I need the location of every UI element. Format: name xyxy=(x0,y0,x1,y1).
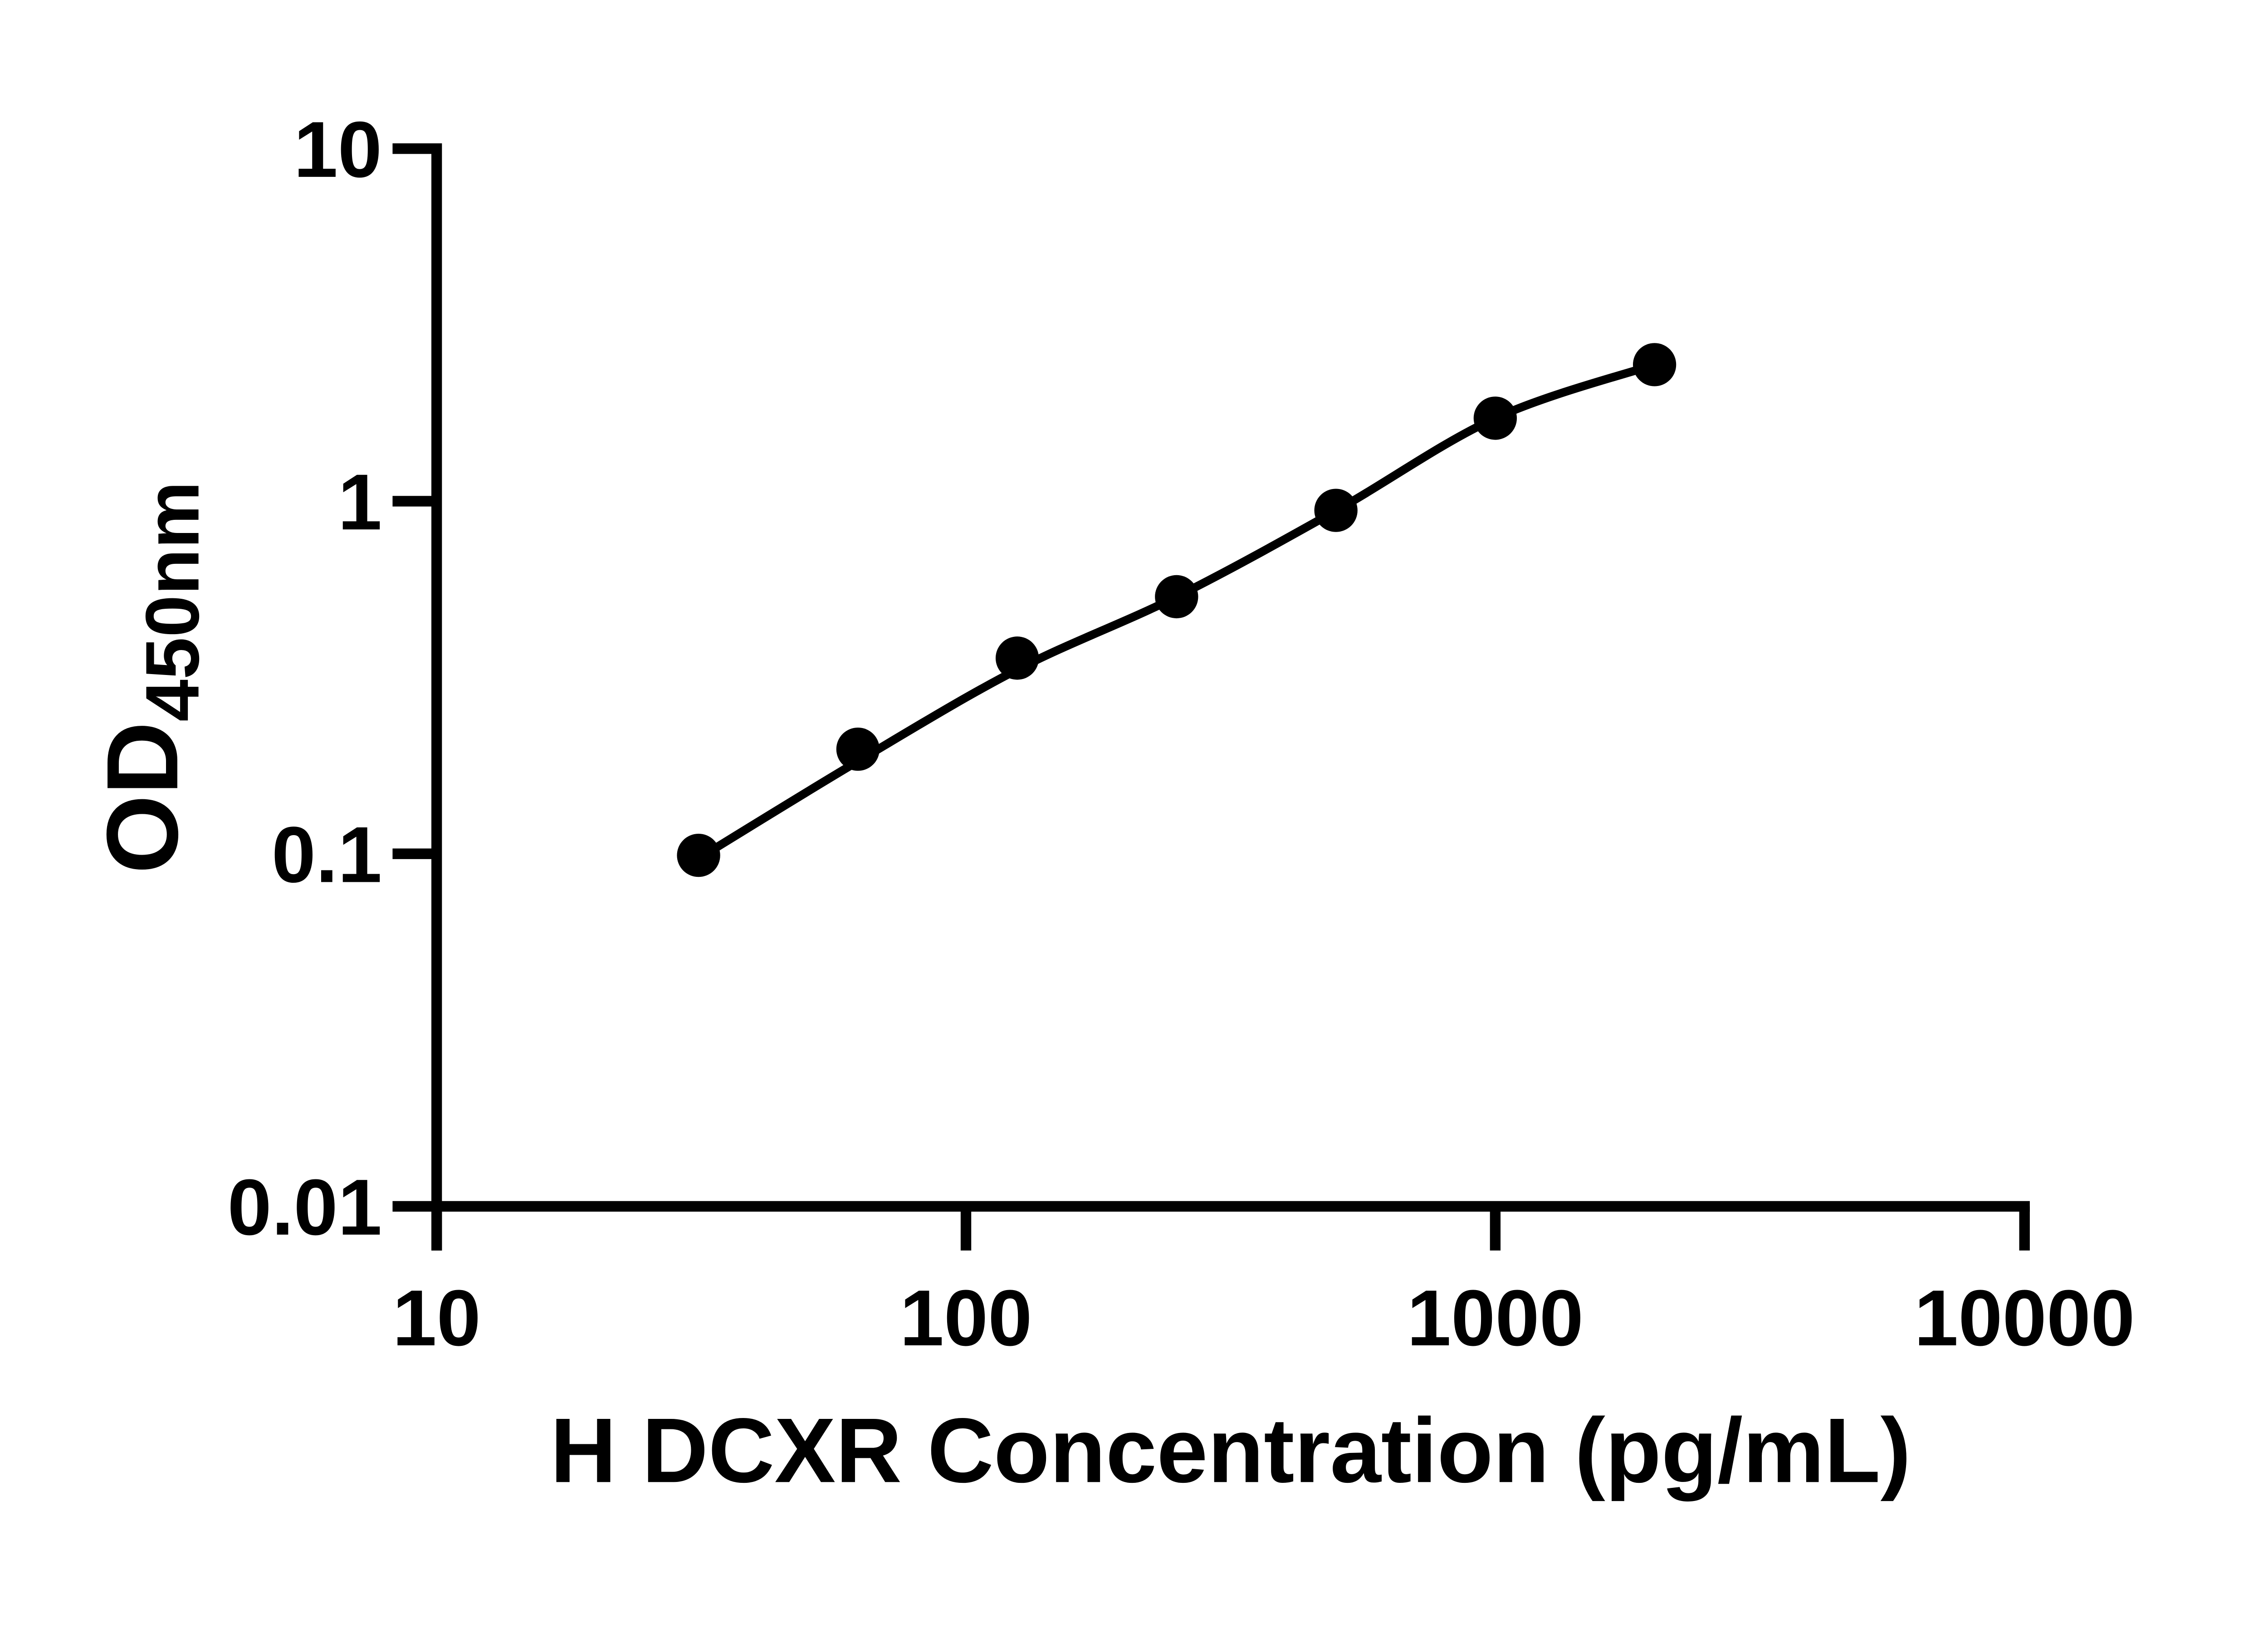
data-point xyxy=(1473,396,1517,440)
data-point xyxy=(995,636,1039,680)
data-point xyxy=(1633,343,1677,386)
x-axis-title: H DCXR Concentration (pg/mL) xyxy=(550,1399,1911,1501)
data-point xyxy=(836,727,880,771)
y-tick-label: 0.01 xyxy=(227,1164,382,1252)
y-tick-label: 10 xyxy=(293,106,382,194)
ticks xyxy=(392,143,2030,1251)
elisa-standard-curve-figure: 10 1 0.1 0.01 10 100 1000 10000 H DCXR Concentra… xyxy=(86,105,2135,1502)
data-point xyxy=(677,833,720,877)
x-tick-label: 100 xyxy=(900,1274,1032,1363)
x-tick-label: 1000 xyxy=(1407,1274,1584,1363)
data-point xyxy=(1155,575,1198,619)
data-points xyxy=(677,343,1677,877)
y-axis-title: OD450nm xyxy=(86,481,215,874)
data-point xyxy=(1314,489,1358,532)
x-tick-label: 10000 xyxy=(1914,1274,2135,1363)
axes xyxy=(431,143,2030,1251)
y-tick-label: 0.1 xyxy=(272,811,382,899)
x-tick-label: 10 xyxy=(392,1274,481,1363)
y-axis-title-main: OD xyxy=(86,722,199,874)
y-tick-label: 1 xyxy=(338,458,382,547)
y-axis-title-subscript: 450nm xyxy=(131,481,215,722)
